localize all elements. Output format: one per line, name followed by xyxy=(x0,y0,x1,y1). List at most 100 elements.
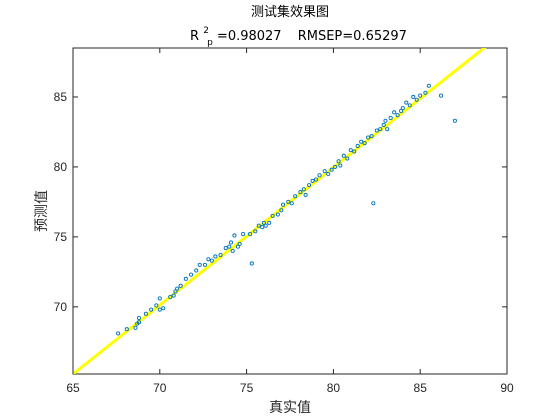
x-tick-label: 75 xyxy=(240,381,254,395)
y-tick-label: 80 xyxy=(54,160,68,174)
x-tick-label: 65 xyxy=(66,381,80,395)
data-point xyxy=(116,331,121,336)
ticks-layer: 65 70 75 80 85 90 70 75 80 85 xyxy=(54,48,514,395)
data-point xyxy=(279,208,284,213)
data-point xyxy=(395,113,400,118)
r-superscript: 2 xyxy=(203,26,209,36)
data-point xyxy=(188,272,194,277)
data-point xyxy=(371,201,376,206)
data-point xyxy=(338,163,343,168)
data-point xyxy=(374,128,379,133)
data-point xyxy=(260,225,265,230)
data-point xyxy=(281,202,286,207)
data-point xyxy=(232,233,237,238)
data-point xyxy=(157,307,162,312)
r-value: =0.98027 xyxy=(217,29,282,44)
data-point xyxy=(202,262,207,267)
data-point xyxy=(293,194,298,199)
data-point xyxy=(149,307,154,312)
data-point xyxy=(355,143,360,148)
data-point xyxy=(359,139,364,144)
data-point xyxy=(407,103,412,108)
data-point xyxy=(218,253,223,258)
data-point xyxy=(392,110,397,115)
data-point xyxy=(411,94,416,100)
data-point xyxy=(237,241,242,246)
data-point xyxy=(317,173,322,178)
data-point xyxy=(275,212,280,217)
data-point xyxy=(381,122,386,128)
data-point xyxy=(136,315,142,321)
data-point xyxy=(289,201,294,206)
data-point xyxy=(326,171,331,176)
data-point xyxy=(143,311,148,316)
data-point xyxy=(333,164,338,169)
data-point xyxy=(399,108,404,114)
data-point xyxy=(366,135,371,140)
data-point xyxy=(256,223,261,228)
data-point xyxy=(223,246,228,251)
data-point xyxy=(270,213,275,218)
data-point xyxy=(178,283,183,288)
data-point xyxy=(261,220,267,225)
data-point xyxy=(286,199,291,204)
data-point xyxy=(241,232,246,237)
data-point xyxy=(227,244,232,249)
x-tick-label: 90 xyxy=(500,381,514,395)
r-symbol: R xyxy=(190,29,199,44)
x-tick-label: 85 xyxy=(414,381,428,395)
data-point xyxy=(310,178,315,183)
data-point xyxy=(124,327,129,332)
data-point xyxy=(369,134,374,139)
data-point xyxy=(336,159,341,164)
data-point xyxy=(194,268,199,273)
data-point xyxy=(426,83,431,88)
data-point xyxy=(352,149,357,154)
data-point xyxy=(183,276,188,281)
data-point xyxy=(298,190,303,195)
data-point xyxy=(168,294,173,300)
data-point xyxy=(404,100,409,105)
chart-title: 测试集效果图 xyxy=(251,4,329,20)
data-point xyxy=(322,169,327,174)
data-point xyxy=(423,90,428,95)
data-point xyxy=(206,257,211,262)
data-point xyxy=(157,296,162,301)
r-subscript: p xyxy=(207,38,213,48)
data-point xyxy=(400,106,405,111)
y-axis-title: 预测值 xyxy=(34,190,50,232)
data-point xyxy=(438,93,444,98)
data-point xyxy=(171,293,176,298)
y-tick-label: 70 xyxy=(54,300,68,314)
data-point xyxy=(161,306,166,311)
data-point xyxy=(209,258,214,263)
data-point xyxy=(378,127,383,132)
data-point xyxy=(263,223,268,228)
rmsep-value: RMSEP=0.65297 xyxy=(298,29,407,44)
data-point xyxy=(228,240,234,245)
data-point xyxy=(329,167,334,172)
data-point xyxy=(452,118,457,123)
data-point xyxy=(388,115,393,121)
data-point xyxy=(154,303,159,308)
data-point xyxy=(253,229,258,234)
data-point xyxy=(414,97,419,102)
data-point xyxy=(362,141,367,146)
data-point xyxy=(136,320,142,325)
data-point xyxy=(248,232,253,237)
data-point xyxy=(313,177,319,182)
marks-layer xyxy=(73,48,487,374)
chart-subtitle: R 2 p =0.98027 RMSEP=0.65297 xyxy=(190,22,407,49)
y-tick-label: 85 xyxy=(54,90,68,104)
data-point xyxy=(213,254,218,259)
data-point xyxy=(267,220,272,225)
x-tick-label: 80 xyxy=(327,381,341,395)
data-point xyxy=(175,286,180,291)
data-point xyxy=(301,187,306,192)
data-point xyxy=(173,289,178,294)
data-point xyxy=(383,118,388,123)
data-point xyxy=(348,148,353,153)
data-point xyxy=(235,244,240,249)
